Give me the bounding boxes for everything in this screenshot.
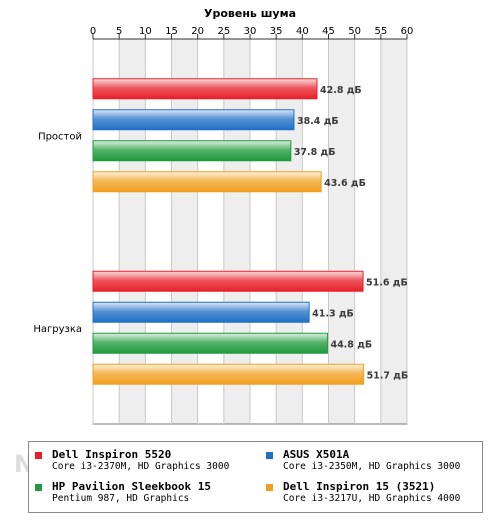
noise-level-chart: Уровень шума 0 5 10 15 20 25 30 35 40 45 50 55 60 Пр…	[33, 7, 414, 425]
legend-series-name: Dell Inspiron 5520	[52, 448, 172, 461]
bar	[92, 78, 318, 100]
bar	[92, 140, 292, 162]
tick-label: 35	[270, 26, 283, 37]
tick-label: 40	[296, 26, 309, 37]
legend-swatch	[266, 452, 273, 459]
plot-area	[92, 38, 408, 425]
value-labels: 42.8 дБ 38.4 дБ 37.8 дБ 43.6 дБ 51.6 дБ 41.3 …	[294, 85, 408, 382]
y-axis: Простой Нагрузка	[33, 131, 82, 335]
legend-series-spec: Core i3-3217U, HD Graphics 4000	[283, 493, 461, 504]
tick-label: 55	[374, 26, 387, 37]
bar	[92, 363, 365, 385]
grid-band	[223, 39, 250, 424]
legend-series-name: ASUS X501A	[283, 448, 350, 461]
tick-label: 60	[401, 26, 414, 37]
legend-series-spec: Pentium 987, HD Graphics	[52, 493, 190, 504]
bar	[92, 109, 295, 131]
value-label: 41.3 дБ	[312, 308, 354, 319]
value-label: 42.8 дБ	[320, 85, 362, 96]
value-label: 44.8 дБ	[330, 339, 372, 350]
value-label: 51.7 дБ	[367, 370, 409, 381]
tick-label: 50	[348, 26, 361, 37]
legend-series-spec: Core i3-2370M, HD Graphics 3000	[52, 461, 230, 472]
bar	[92, 171, 322, 193]
tick-label: 5	[116, 26, 122, 37]
tick-label: 45	[322, 26, 335, 37]
tick-label: 20	[191, 26, 204, 37]
bar	[92, 332, 328, 354]
value-label: 37.8 дБ	[294, 147, 336, 158]
tick-label: 30	[244, 26, 257, 37]
grid-band	[197, 39, 224, 424]
value-label: 38.4 дБ	[297, 116, 339, 127]
legend-swatch	[35, 484, 42, 491]
grid-band	[250, 39, 277, 424]
grid-lines	[92, 39, 408, 424]
grid-band	[354, 39, 381, 424]
grid-band	[93, 39, 120, 424]
tick-label: 10	[139, 26, 152, 37]
tick-label: 0	[90, 26, 96, 37]
chart-title: Уровень шума	[204, 7, 296, 20]
category-label: Простой	[38, 131, 82, 142]
x-axis: 0 5 10 15 20 25 30 35 40 45 50 55 60	[90, 26, 414, 40]
bar	[92, 270, 364, 292]
grid-band	[276, 39, 303, 424]
grid-band	[380, 39, 407, 424]
grid-band	[302, 39, 329, 424]
legend: Dell Inspiron 5520 Core i3-2370M, HD Gra…	[28, 441, 483, 513]
grid-band	[145, 39, 172, 424]
value-label: 51.6 дБ	[366, 277, 408, 288]
legend-swatch	[35, 452, 42, 459]
category-label: Нагрузка	[33, 324, 82, 335]
legend-series-name: Dell Inspiron 15 (3521)	[283, 480, 436, 493]
tick-label: 25	[217, 26, 230, 37]
legend-swatch	[266, 484, 273, 491]
value-label: 43.6 дБ	[324, 178, 366, 189]
grid-band	[328, 39, 355, 424]
legend-series-spec: Core i3-2350M, HD Graphics 3000	[283, 461, 461, 472]
bar	[92, 301, 310, 323]
bars	[92, 78, 365, 385]
tick-label: 15	[165, 26, 178, 37]
grid-band	[119, 39, 146, 424]
grid-band	[171, 39, 198, 424]
legend-series-name: HP Pavilion Sleekbook 15	[52, 480, 211, 493]
